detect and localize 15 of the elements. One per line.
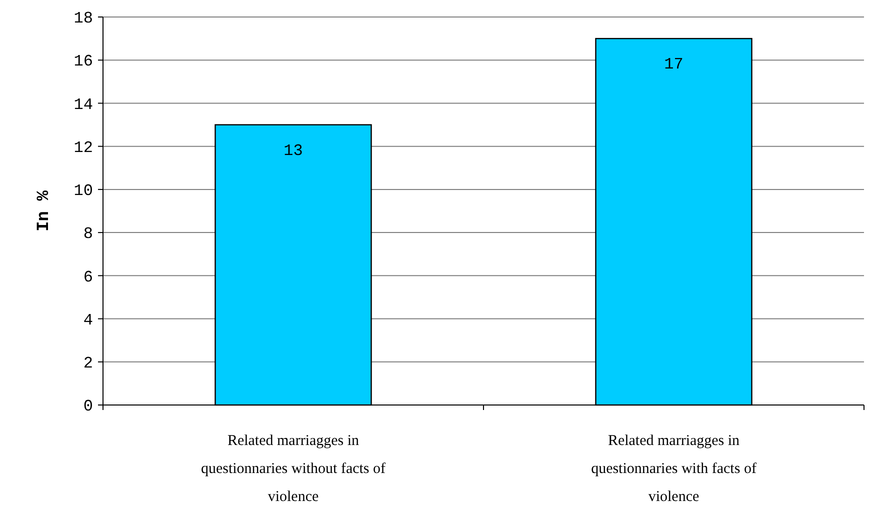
y-tick-label: 10 [74,182,93,200]
y-tick-label: 6 [83,268,93,286]
y-tick-label: 16 [74,52,93,71]
y-tick-label: 0 [83,398,93,416]
y-tick-label: 4 [83,311,93,330]
y-tick-label: 12 [74,138,93,157]
y-tick-label: 2 [83,354,93,372]
y-tick-label: 18 [74,10,93,28]
x-tick-label: Related marriagges in questionnaries with facts of violence [591,433,756,505]
data-label: 17 [664,56,684,74]
y-tick-label: 8 [83,225,93,244]
x-tick-label: Related marriagges in questionnaries without facts of violence [200,433,386,505]
y-axis-title: In % [35,190,54,232]
data-label: 13 [284,142,303,160]
y-tick-label: 14 [74,96,93,114]
